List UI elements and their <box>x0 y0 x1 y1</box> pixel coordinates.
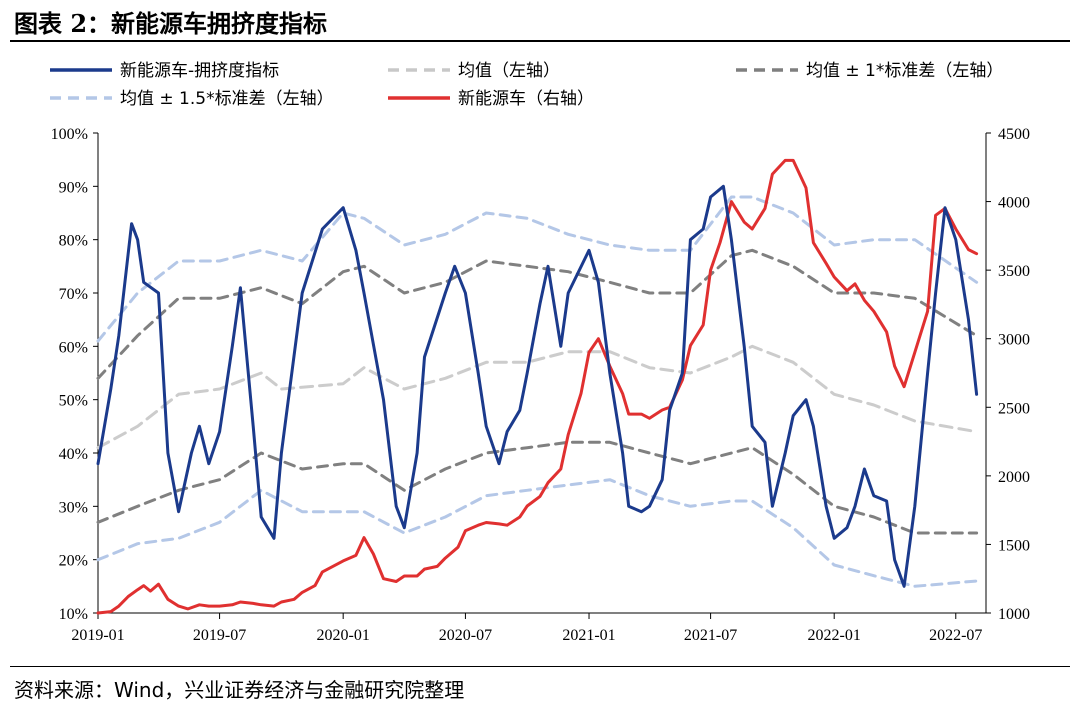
x-tick-label: 2019-01 <box>71 627 124 644</box>
bottom-rule <box>10 666 1070 667</box>
top-rule <box>10 40 1070 42</box>
right-tick-label: 3500 <box>998 263 1030 280</box>
x-tick-label: 2022-01 <box>808 627 861 644</box>
legend-label-4: 新能源车（右轴） <box>458 89 594 109</box>
legend-label-1: 均值（左轴） <box>458 61 560 81</box>
left-tick-label: 70% <box>59 286 88 303</box>
x-tick-label: 2022-07 <box>929 627 982 644</box>
legend-label-0: 新能源车-拥挤度指标 <box>120 61 279 81</box>
x-tick-label: 2021-07 <box>684 627 737 644</box>
left-tick-label: 30% <box>59 499 88 516</box>
series-line-6 <box>96 158 979 615</box>
right-tick-label: 2500 <box>998 400 1030 417</box>
figure-title: 图表 2：新能源车拥挤度指标 <box>14 9 328 38</box>
left-tick-label: 10% <box>59 606 88 623</box>
legend-label-3: 均值 ± 1.5*标准差（左轴） <box>120 89 334 109</box>
right-tick-label: 1000 <box>998 606 1030 623</box>
right-tick-label: 2000 <box>998 469 1030 486</box>
right-tick-label: 4500 <box>998 126 1030 143</box>
series-line-0 <box>96 184 979 588</box>
left-tick-label: 100% <box>51 126 88 143</box>
left-tick-label: 40% <box>59 446 88 463</box>
right-tick-label: 4000 <box>998 195 1030 212</box>
series-line-1 <box>96 344 979 450</box>
x-tick-label: 2020-07 <box>439 627 492 644</box>
right-tick-label: 1500 <box>998 537 1030 554</box>
legend-label-2: 均值 ± 1*标准差（左轴） <box>806 61 1003 81</box>
left-tick-label: 60% <box>59 339 88 356</box>
series-line-5 <box>96 478 979 588</box>
left-tick-label: 20% <box>59 553 88 570</box>
right-tick-label: 3000 <box>998 332 1030 349</box>
x-tick-label: 2020-01 <box>317 627 370 644</box>
source-note: 资料来源：Wind，兴业证券经济与金融研究院整理 <box>14 678 465 702</box>
left-tick-label: 80% <box>59 233 88 250</box>
series-line-3 <box>96 440 979 535</box>
left-tick-label: 50% <box>59 393 88 410</box>
x-tick-label: 2021-01 <box>562 627 615 644</box>
series-line-4 <box>96 195 979 343</box>
left-tick-label: 90% <box>59 179 88 196</box>
x-tick-label: 2019-07 <box>193 627 246 644</box>
series-line-2 <box>96 248 979 380</box>
